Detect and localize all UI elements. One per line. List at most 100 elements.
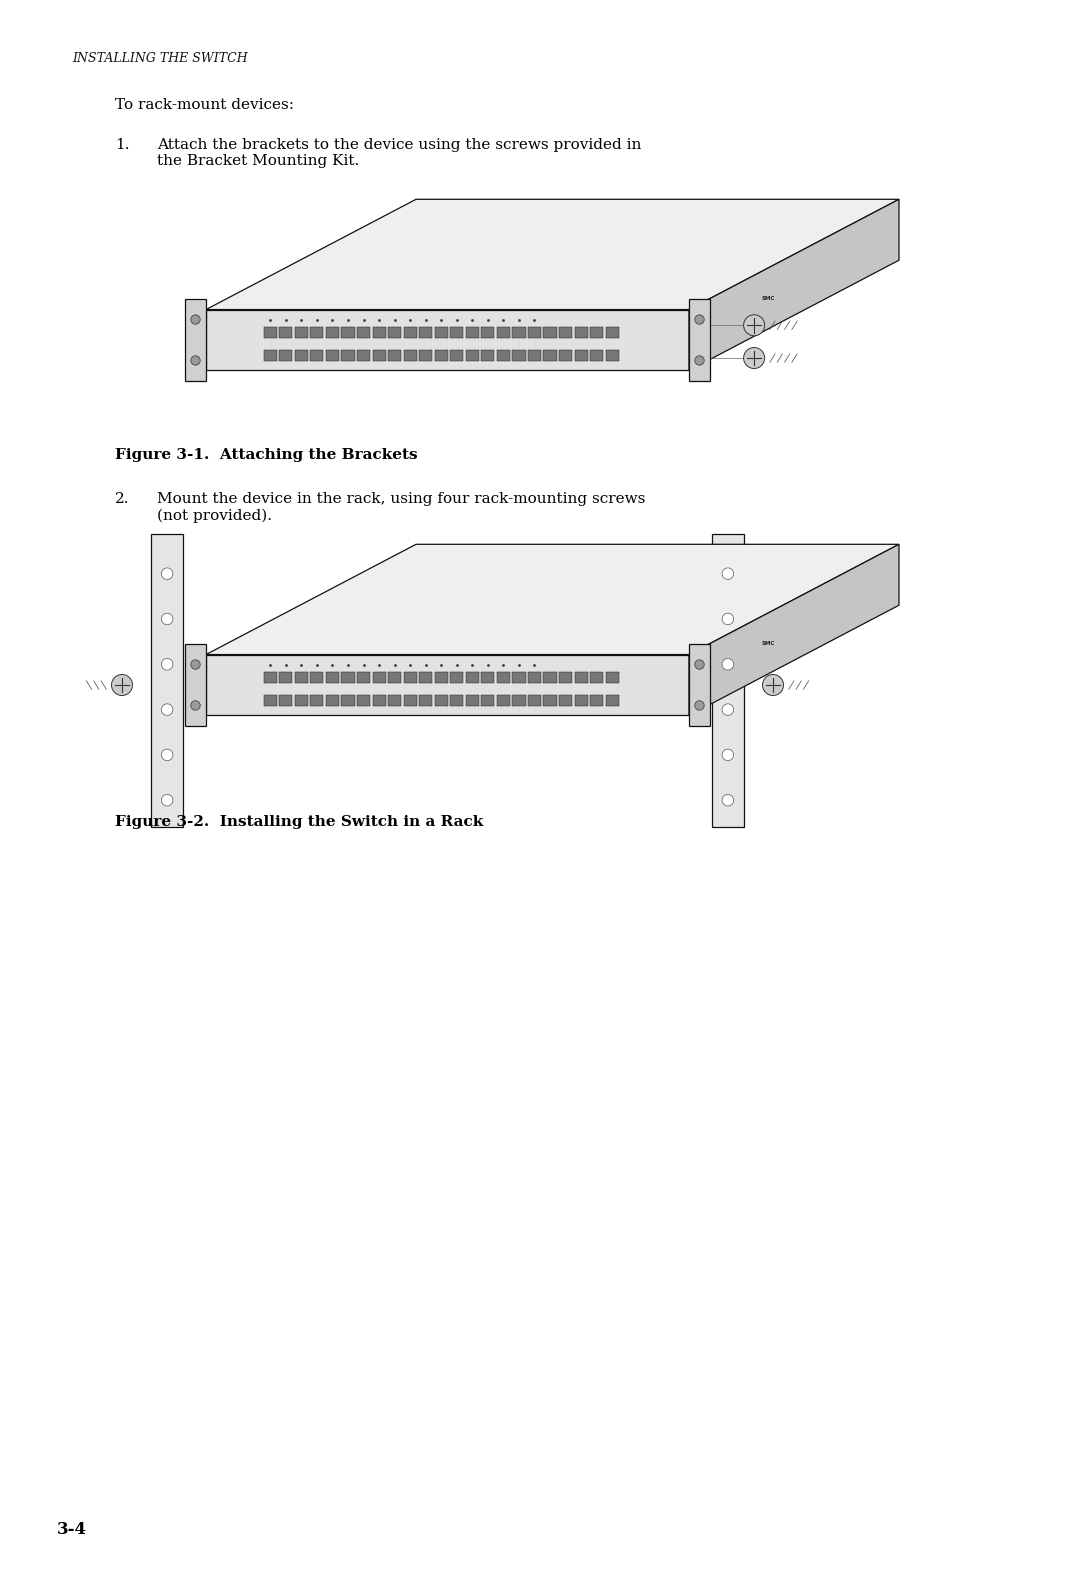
- Bar: [543, 350, 556, 361]
- Bar: [264, 350, 276, 361]
- Bar: [357, 327, 370, 338]
- Bar: [310, 350, 324, 361]
- Bar: [357, 694, 370, 707]
- Circle shape: [723, 749, 733, 761]
- Circle shape: [161, 614, 173, 625]
- Bar: [310, 327, 324, 338]
- Bar: [419, 327, 432, 338]
- Circle shape: [694, 700, 704, 710]
- Bar: [512, 350, 526, 361]
- Bar: [388, 327, 401, 338]
- Bar: [559, 694, 572, 707]
- Text: Figure 3-2.  Installing the Switch in a Rack: Figure 3-2. Installing the Switch in a R…: [114, 815, 483, 829]
- Bar: [450, 672, 463, 683]
- Bar: [590, 327, 604, 338]
- Bar: [373, 672, 386, 683]
- Bar: [465, 327, 478, 338]
- Bar: [373, 694, 386, 707]
- Bar: [465, 672, 478, 683]
- Bar: [326, 327, 339, 338]
- Bar: [497, 350, 510, 361]
- Bar: [373, 327, 386, 338]
- Bar: [559, 350, 572, 361]
- Circle shape: [694, 659, 704, 669]
- Bar: [482, 350, 495, 361]
- Text: 2.: 2.: [114, 491, 130, 506]
- Bar: [404, 694, 417, 707]
- Circle shape: [161, 749, 173, 761]
- Bar: [341, 350, 354, 361]
- Text: INSTALLING THE SWITCH: INSTALLING THE SWITCH: [72, 52, 247, 64]
- Bar: [497, 327, 510, 338]
- Bar: [388, 694, 401, 707]
- Bar: [528, 672, 541, 683]
- Circle shape: [762, 675, 783, 696]
- Bar: [497, 694, 510, 707]
- Bar: [404, 327, 417, 338]
- Bar: [264, 327, 276, 338]
- Circle shape: [744, 314, 765, 336]
- Circle shape: [723, 703, 733, 716]
- Bar: [341, 694, 354, 707]
- Circle shape: [161, 568, 173, 579]
- Bar: [450, 327, 463, 338]
- Text: SMC: SMC: [762, 641, 775, 645]
- Bar: [575, 350, 588, 361]
- Bar: [373, 350, 386, 361]
- Text: SMC: SMC: [762, 295, 775, 300]
- Polygon shape: [206, 199, 899, 309]
- Circle shape: [111, 675, 133, 696]
- Circle shape: [694, 316, 704, 325]
- Bar: [497, 672, 510, 683]
- Bar: [606, 694, 619, 707]
- Polygon shape: [206, 309, 689, 371]
- Bar: [434, 672, 448, 683]
- Bar: [590, 694, 604, 707]
- Bar: [482, 672, 495, 683]
- Bar: [280, 694, 293, 707]
- Circle shape: [191, 659, 200, 669]
- Bar: [264, 672, 276, 683]
- Bar: [689, 644, 710, 725]
- Bar: [512, 694, 526, 707]
- Bar: [575, 327, 588, 338]
- Polygon shape: [206, 545, 899, 655]
- Polygon shape: [206, 655, 689, 716]
- Text: To rack-mount devices:: To rack-mount devices:: [114, 97, 294, 111]
- Bar: [341, 672, 354, 683]
- Bar: [280, 350, 293, 361]
- Bar: [434, 350, 448, 361]
- Bar: [450, 350, 463, 361]
- Bar: [419, 694, 432, 707]
- Bar: [419, 672, 432, 683]
- Bar: [482, 694, 495, 707]
- Bar: [528, 327, 541, 338]
- Polygon shape: [689, 545, 899, 716]
- Bar: [295, 350, 308, 361]
- Bar: [543, 327, 556, 338]
- Text: 1.: 1.: [114, 138, 130, 152]
- Circle shape: [191, 356, 200, 366]
- Bar: [465, 694, 478, 707]
- Bar: [310, 694, 324, 707]
- Bar: [326, 672, 339, 683]
- Bar: [264, 694, 276, 707]
- Bar: [512, 327, 526, 338]
- Bar: [712, 534, 744, 826]
- Bar: [575, 672, 588, 683]
- Bar: [280, 672, 293, 683]
- Circle shape: [694, 356, 704, 366]
- Circle shape: [161, 703, 173, 716]
- Bar: [341, 327, 354, 338]
- Bar: [482, 327, 495, 338]
- Bar: [185, 298, 206, 382]
- Bar: [280, 327, 293, 338]
- Bar: [528, 350, 541, 361]
- Bar: [465, 350, 478, 361]
- Bar: [404, 350, 417, 361]
- Bar: [388, 672, 401, 683]
- Bar: [151, 534, 183, 826]
- Circle shape: [723, 794, 733, 805]
- Bar: [543, 694, 556, 707]
- Bar: [357, 672, 370, 683]
